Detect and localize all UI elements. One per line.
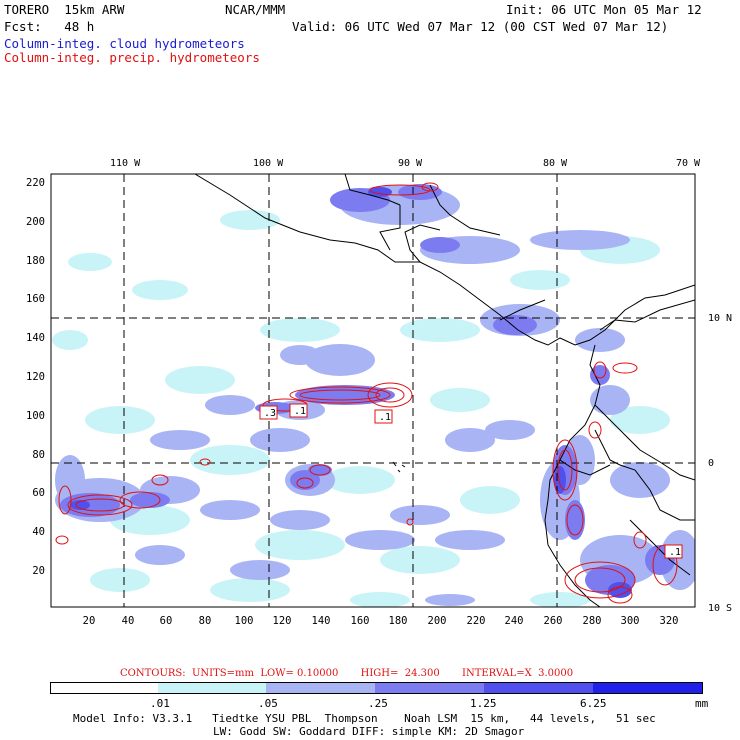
forecast-hour: Fcst: 48 h [4, 19, 95, 34]
y-tick-label: 140 [26, 332, 45, 344]
x-tick-label: 60 [160, 615, 173, 627]
x-tick-label: 120 [273, 615, 292, 627]
map-frame [50, 173, 696, 608]
x-tick-label: 20 [83, 615, 96, 627]
colorbar-bin [158, 683, 266, 693]
y-tick-label: 80 [32, 449, 45, 461]
x-tick-label: 80 [199, 615, 212, 627]
org-label: NCAR/MMM [225, 2, 286, 17]
y-tick-label: 200 [26, 216, 45, 228]
colorbar-bin [266, 683, 375, 693]
x-tick-label: 220 [467, 615, 486, 627]
y-tick-label: 20 [32, 565, 45, 577]
lon-label: 100 W [253, 158, 284, 169]
map-panel: 110 W 100 W 90 W 80 W 70 W 10 N 0 10 S 2… [26, 158, 732, 627]
lon-label: 70 W [676, 158, 701, 169]
field-cloud-label: Column-integ. cloud hydrometeors [4, 36, 245, 51]
x-tick-label: 200 [428, 615, 447, 627]
lat-label: 0 [708, 458, 714, 469]
x-tick-label: 240 [505, 615, 524, 627]
lat-label: 10 N [708, 313, 732, 324]
colorbar-unit: mm [695, 697, 709, 710]
lon-label: 90 W [398, 158, 423, 169]
precip-contours [55, 182, 678, 604]
x-tick-label: 300 [621, 615, 640, 627]
grid-lines [51, 174, 695, 607]
colorbar-label: 1.25 [470, 697, 497, 710]
y-tick-label: 220 [26, 177, 45, 189]
colorbar-label: 6.25 [580, 697, 607, 710]
colorbar-bin [484, 683, 593, 693]
colorbar-bin [51, 683, 158, 693]
x-tick-label: 40 [122, 615, 135, 627]
valid-time: Valid: 06 UTC Wed 07 Mar 12 (00 CST Wed … [292, 19, 669, 34]
init-time: Init: 06 UTC Mon 05 Mar 12 [506, 2, 702, 17]
lat-label: 10 S [708, 603, 732, 614]
x-tick-label: 320 [660, 615, 679, 627]
x-tick-label: 180 [389, 615, 408, 627]
colorbar [50, 682, 703, 694]
y-tick-label: 120 [26, 371, 45, 383]
lon-label: 80 W [543, 158, 568, 169]
lon-label: 110 W [110, 158, 141, 169]
y-tick-label: 100 [26, 410, 45, 422]
contour-label: .3 [264, 408, 276, 419]
contour-label: .1 [294, 406, 306, 417]
x-tick-label: 260 [544, 615, 563, 627]
y-tick-label: 160 [26, 293, 45, 305]
x-tick-label: 280 [583, 615, 602, 627]
model-info: Model Info: V3.3.1 Tiedtke YSU PBL Thomp… [73, 712, 656, 725]
contour-info: CONTOURS: UNITS=mm LOW= 0.10000 HIGH= 24… [120, 668, 574, 679]
x-tick-label: 100 [235, 615, 254, 627]
y-tick-label: 180 [26, 255, 45, 267]
colorbar-bin [375, 683, 484, 693]
x-tick-label: 140 [312, 615, 331, 627]
colorbar-bin [593, 683, 702, 693]
contour-label: .1 [379, 412, 391, 423]
model-info-physics: LW: Godd SW: Goddard DIFF: simple KM: 2D… [213, 725, 525, 738]
y-tick-label: 60 [32, 487, 45, 499]
field-precip-label: Column-integ. precip. hydrometeors [4, 50, 260, 65]
contour-label: .1 [669, 547, 681, 558]
colorbar-label: .01 [150, 697, 170, 710]
coastlines [194, 174, 695, 607]
y-tick-label: 40 [32, 526, 45, 538]
colorbar-label: .05 [258, 697, 278, 710]
colorbar-label: .25 [368, 697, 388, 710]
x-tick-label: 160 [351, 615, 370, 627]
model-title: TORERO 15km ARW [4, 2, 125, 17]
